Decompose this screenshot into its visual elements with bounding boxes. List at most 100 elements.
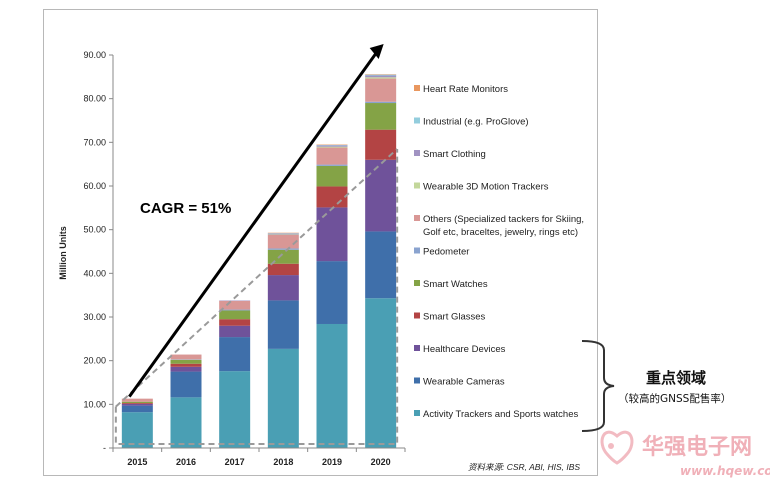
y-tick-label: 20.00 [83, 356, 106, 366]
x-tick-label: 2018 [273, 457, 293, 467]
watermark-logo [600, 430, 634, 465]
bar-2019-wearable [316, 261, 348, 324]
watermark-text: 华强电子网 [642, 434, 752, 460]
bar-2020-healthcare [365, 159, 397, 232]
legend-swatch [414, 150, 420, 156]
y-tick-label: 30.00 [83, 312, 106, 322]
legend-entry: Industrial (e.g. ProGlove) [423, 117, 529, 128]
bar-2016-smart [170, 359, 202, 364]
bar-2016-activity [170, 397, 202, 448]
focus-area-title: 重点领域 [646, 369, 706, 387]
x-tick-label: 2019 [322, 457, 342, 467]
legend-swatch [414, 345, 420, 351]
y-tick-label: - [103, 443, 106, 453]
bar-2019-wearable [316, 146, 348, 148]
y-axis: - 10.00 20.00 30.00 40.00 50.00 60.00 70.00 80.0… [83, 50, 114, 453]
legend-swatch [414, 377, 420, 384]
legend-entry: Heart Rate Monitors [423, 84, 508, 95]
legend-swatch [414, 215, 420, 221]
bar-2020-wearable [365, 77, 397, 79]
bar-2020-wearable [365, 231, 397, 299]
legend-swatch [414, 247, 420, 254]
dashed-triangle [114, 148, 399, 445]
legend: Heart Rate Monitors Industrial (e.g. ProG… [414, 84, 584, 420]
bar-2019-others [316, 147, 348, 165]
bar-2020-others [365, 78, 397, 102]
watermark-url: www.hqew.com [680, 464, 770, 478]
bar-2019-smart [316, 165, 348, 187]
bar-2017-smart [219, 319, 251, 326]
x-tick-label: 2016 [176, 457, 196, 467]
bar-2020-activity [365, 298, 397, 448]
bar-2020-smart [365, 75, 397, 78]
legend-swatch [414, 182, 420, 189]
bar-2018-wearable [267, 300, 299, 349]
bar-2018-smart [267, 233, 299, 235]
bar-2017-activity [219, 371, 251, 448]
legend-entry: Smart Watches [423, 279, 488, 290]
legend-swatch [414, 410, 420, 416]
bar-2016-smart [170, 363, 202, 367]
growth-arrow [128, 50, 379, 398]
bar-2015-smart [121, 403, 153, 404]
bar-2019-healthcare [316, 207, 348, 262]
legend-swatch [414, 117, 420, 124]
trend-overlay [114, 44, 399, 445]
bar-2015-activity [121, 412, 153, 448]
growth-arrow-head [369, 44, 384, 59]
bar-2015-healthcare [121, 403, 153, 406]
y-tick-label: 50.00 [83, 225, 106, 235]
bar-2019-activity [316, 323, 348, 448]
bar-2020-smart [365, 103, 397, 130]
bar-2015-others [121, 398, 153, 402]
legend-swatch [414, 312, 420, 319]
source-note: 资料来源: CSR, ABI, HIS, IBS [468, 462, 580, 472]
bar-2017-pedometer [219, 309, 251, 311]
bar-2018-smart [267, 263, 299, 276]
bar-2019-smart [316, 186, 348, 208]
y-tick-label: 40.00 [83, 268, 106, 278]
y-tick-label: 80.00 [83, 94, 106, 104]
legend-swatch [414, 85, 420, 91]
y-tick-label: 70.00 [83, 137, 106, 147]
legend-entry: Smart Clothing [423, 149, 486, 160]
bar-2015-wearable [121, 405, 153, 413]
bar-2016-others [170, 354, 202, 360]
legend-entry: Pedometer [423, 247, 469, 258]
legend-entry: Smart Glasses [423, 312, 486, 323]
bar-2017-smart [219, 310, 251, 320]
focus-area-subtitle: （较高的GNSS配售率） [618, 392, 731, 405]
x-tick-label: 2017 [225, 457, 245, 467]
bar-2017-others [219, 300, 251, 310]
cagr-annotation: CAGR = 51% [140, 200, 231, 217]
y-axis-label: Million Units [58, 226, 68, 280]
bar-2018-others [267, 234, 299, 249]
bar-2016-healthcare [170, 366, 202, 372]
x-tick-label: 2020 [371, 457, 391, 467]
y-tick-label: 10.00 [83, 399, 106, 409]
legend-entry: Healthcare Devices [423, 344, 506, 355]
bar-2015-smart [121, 401, 153, 404]
dashed-hypotenuse [115, 148, 398, 408]
bar-2020-pedometer [365, 101, 397, 104]
bar-2018-smart [267, 249, 299, 264]
bars [121, 74, 397, 448]
x-axis: 2015 2016 2017 2018 2019 2020 [112, 447, 406, 467]
bar-2020-industrial [365, 74, 397, 76]
y-tick-label: 60.00 [83, 181, 106, 191]
legend-swatch [414, 280, 420, 286]
legend-entry: Wearable 3D Motion Trackers [423, 182, 549, 193]
bar-2016-wearable [170, 371, 202, 398]
legend-entry: Wearable Cameras [423, 377, 505, 388]
bar-2018-healthcare [267, 275, 299, 301]
bar-2017-healthcare [219, 325, 251, 338]
y-tick-label: 90.00 [83, 50, 106, 60]
bar-2019-pedometer [316, 164, 348, 166]
bar-2019-smart [316, 145, 348, 147]
legend-entry: Activity Trackers and Sports watches [423, 409, 578, 420]
bar-2017-wearable [219, 337, 251, 372]
bar-2018-pedometer [267, 248, 299, 250]
bar-2018-activity [267, 348, 299, 448]
legend-entry: Others (Specialized tackers for Skiing, G… [423, 214, 584, 238]
